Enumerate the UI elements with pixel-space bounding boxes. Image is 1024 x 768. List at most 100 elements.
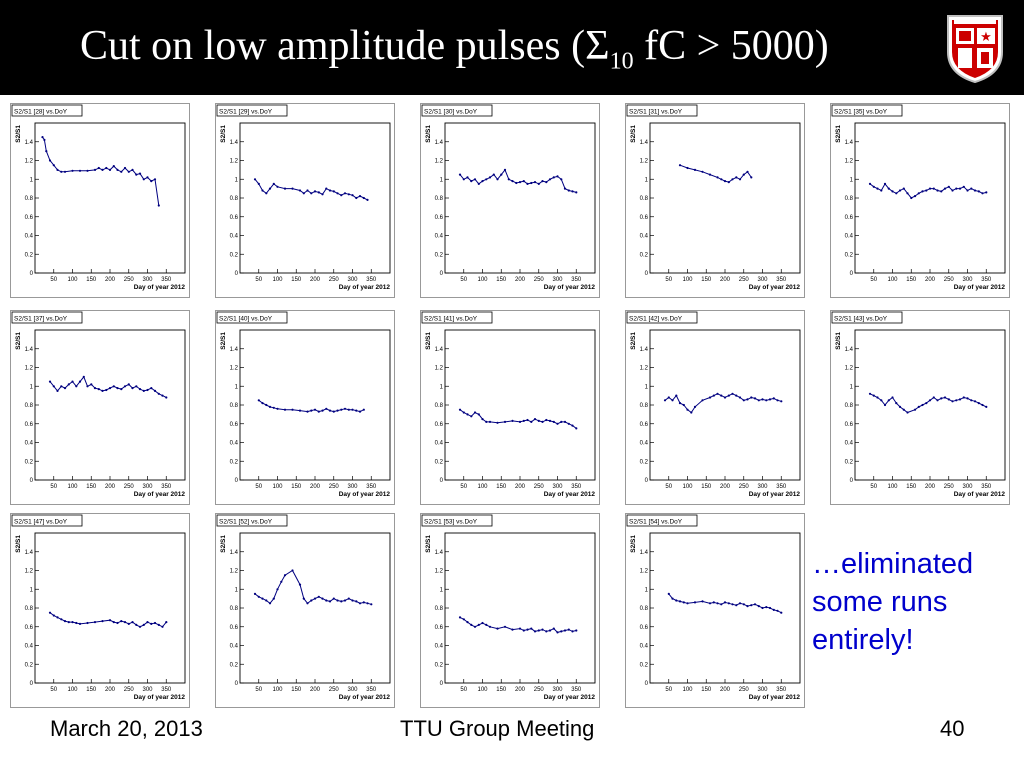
data-point [552,176,555,179]
chart-panel: S2/S1 [30] vs.DoY 0 0.2 0.4 0.6 0.8 1 1.2 1.4 50 1… [420,103,600,298]
data-point [272,182,275,185]
y-axis-label: S2/S1 [630,535,637,553]
x-tick-label: 50 [460,687,467,693]
title-main: Cut on low amplitude pulses (Σ [80,23,610,69]
data-point [481,418,484,421]
x-tick-label: 250 [534,687,545,693]
y-tick-label: 0 [645,681,649,687]
data-point [750,176,753,179]
data-point [977,402,980,405]
y-tick-label: 0.4 [435,644,444,650]
data-point [127,170,130,173]
x-tick-label: 50 [665,484,672,490]
x-tick-label: 350 [981,484,992,490]
data-point [120,388,123,391]
data-point [693,601,697,604]
title-box [421,104,493,117]
x-tick-label: 200 [515,687,526,693]
data-point [165,396,168,399]
y-tick-label: 0.8 [25,606,34,612]
y-tick-label: 0.6 [230,422,239,428]
data-point [313,597,317,600]
y-tick-label: 0.2 [25,662,34,668]
y-tick-label: 0.2 [435,252,444,258]
data-point [336,599,339,602]
title-subscript: 10 [609,48,634,75]
data-point [325,187,328,190]
series-line [49,612,167,628]
data-point [93,387,97,390]
footer-date: March 20, 2013 [50,716,203,741]
data-point [533,630,537,633]
y-tick-label: 1.2 [230,159,239,165]
data-point [150,180,153,183]
data-point [120,170,123,173]
y-tick-label: 1.4 [845,140,854,146]
data-point [567,628,570,631]
data-point [157,204,160,207]
x-tick-label: 200 [720,277,731,283]
data-point [735,604,738,607]
x-tick-label: 300 [757,687,768,693]
data-point [347,193,350,196]
y-tick-label: 0.2 [640,252,649,258]
data-point [686,408,689,411]
data-point [571,424,574,427]
y-tick-label: 0.2 [640,662,649,668]
data-point [146,176,149,179]
data-point [575,427,578,430]
data-point [108,168,112,171]
y-tick-label: 1.4 [435,140,444,146]
data-point [932,396,935,399]
y-tick-label: 0.4 [435,234,444,240]
x-tick-label: 150 [701,687,712,693]
x-tick-label: 250 [329,484,340,490]
y-tick-label: 0.6 [640,215,649,221]
data-point [473,625,477,628]
data-point [526,628,529,631]
data-point [261,597,264,600]
data-point [86,169,89,172]
data-point [123,621,127,624]
data-point [761,398,764,401]
data-point [563,420,567,423]
data-point [511,419,514,422]
annotation-note: …eliminated some runs entirely! [812,548,974,656]
data-point [362,408,365,411]
x-tick-label: 250 [329,277,340,283]
data-point [485,623,488,626]
x-tick-label: 250 [329,687,340,693]
y-tick-label: 1.2 [25,159,34,165]
data-point [462,178,465,181]
data-point [310,409,313,412]
y-axis-label: S2/S1 [15,332,22,350]
y-tick-label: 1.2 [25,366,34,372]
data-point [548,178,552,181]
canvas-frame [215,310,395,505]
data-point [161,625,164,628]
x-tick-label: 100 [477,277,488,283]
data-point [556,422,559,425]
title-bar: Cut on low amplitude pulses (Σ10 fC > 50… [0,0,1024,95]
data-point [48,380,52,383]
data-point [340,194,343,197]
chart-title: S2/S1 [41] vs.DoY [424,316,478,323]
x-tick-label: 300 [962,277,973,283]
data-point [135,623,138,626]
data-point [355,409,358,412]
data-point [757,605,760,608]
y-tick-label: 1 [645,384,649,390]
canvas-frame [215,103,395,298]
x-tick-label: 200 [310,687,321,693]
data-point [883,403,887,407]
data-point [116,621,119,625]
data-point [123,385,127,388]
title-box [216,514,288,527]
x-axis-label: Day of year 2012 [339,284,391,291]
data-point [473,411,477,414]
title-box [216,311,288,324]
y-tick-label: 1.4 [25,347,34,353]
y-tick-label: 0 [440,681,444,687]
x-tick-label: 50 [665,277,672,283]
data-point [52,385,55,388]
